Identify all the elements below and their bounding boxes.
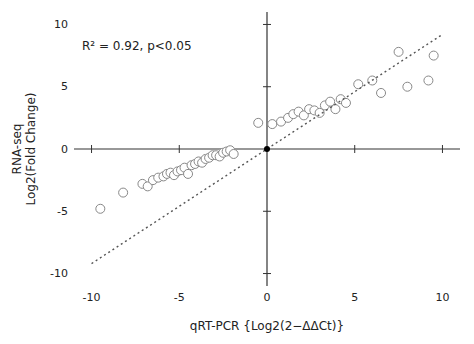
scatter-point bbox=[424, 76, 433, 85]
x-axis-label: qRT-PCR {Log2(2−ΔΔCt)} bbox=[190, 319, 344, 333]
scatter-point bbox=[254, 118, 263, 127]
y-tick-label: -10 bbox=[50, 267, 68, 280]
y-tick bbox=[263, 273, 271, 274]
y-axis-label: RNA-seqLog2(Fold Change) bbox=[10, 93, 38, 206]
y-axis-label-line: Log2(Fold Change) bbox=[24, 93, 38, 206]
annotation: R² = 0.92, p<0.05 bbox=[82, 39, 192, 53]
y-axis-label-line: RNA-seq bbox=[10, 124, 24, 175]
y-tick bbox=[263, 24, 271, 25]
y-tick-label: 10 bbox=[54, 18, 68, 31]
x-tick-label: -10 bbox=[83, 291, 101, 304]
origin-dot bbox=[264, 146, 270, 152]
page: {"chart_data": {"type": "scatter", "x_la… bbox=[0, 0, 474, 344]
x-tick-label: 0 bbox=[264, 291, 271, 304]
scatter-point bbox=[331, 105, 340, 114]
x-tick-label: 10 bbox=[435, 291, 449, 304]
y-tick bbox=[263, 211, 271, 212]
scatter-point bbox=[403, 82, 412, 91]
x-tick bbox=[442, 145, 443, 153]
x-tick bbox=[91, 145, 92, 153]
scatter-point bbox=[341, 98, 350, 107]
y-tick-label: 0 bbox=[61, 143, 68, 156]
chart: -10 -5 0 5 10 -10 -5 0 5 10 R² = 0.92, p<0.05 qRT-P… bbox=[0, 0, 474, 344]
x-tick bbox=[179, 145, 180, 153]
scatter-point bbox=[184, 169, 193, 178]
scatter-point bbox=[394, 47, 403, 56]
scatter-point bbox=[429, 51, 438, 60]
y-tick-label: 5 bbox=[61, 80, 68, 93]
scatter-point bbox=[377, 88, 386, 97]
x-tick-label: 5 bbox=[351, 291, 358, 304]
scatter-point bbox=[229, 149, 238, 158]
x-tick-label: -5 bbox=[174, 291, 185, 304]
scatter-point bbox=[96, 204, 105, 213]
scatter-point bbox=[268, 120, 277, 129]
x-tick bbox=[354, 145, 355, 153]
trend-line bbox=[92, 34, 443, 263]
scatter-point bbox=[119, 188, 128, 197]
plot-area bbox=[92, 34, 443, 263]
y-tick-label: -5 bbox=[57, 205, 68, 218]
scatter-point bbox=[354, 80, 363, 89]
y-tick bbox=[263, 86, 271, 87]
